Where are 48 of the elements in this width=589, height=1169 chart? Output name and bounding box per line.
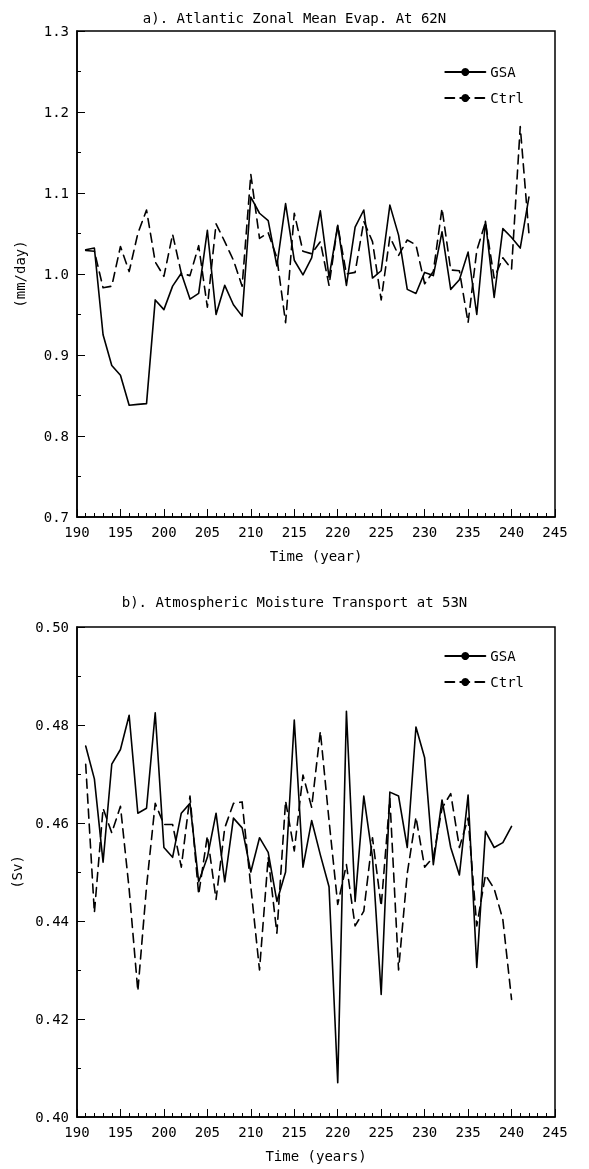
legend-label: GSA [490, 64, 517, 80]
x-tick-label: 240 [498, 1124, 525, 1140]
x-tick-label: 200 [151, 1124, 177, 1140]
y-tick-label: 1.3 [43, 23, 69, 39]
y-axis-title: (Sv) [9, 855, 26, 889]
y-tick-label: 1.0 [43, 266, 69, 282]
x-tick-label: 225 [368, 1124, 394, 1140]
x-axis-title: Time (years) [265, 1148, 367, 1164]
y-tick-label: 0.46 [35, 815, 69, 831]
x-tick-label: 195 [107, 1124, 134, 1140]
x-tick-label: 215 [281, 1124, 307, 1140]
x-tick-label: 205 [194, 1124, 221, 1140]
x-axis-title: Time (year) [269, 548, 363, 564]
y-tick-label: 0.7 [43, 509, 69, 525]
x-tick-label: 220 [325, 524, 351, 540]
x-tick-label: 190 [64, 524, 90, 540]
legend-label: Ctrl [490, 674, 524, 690]
y-tick-label: 0.8 [43, 428, 69, 444]
x-tick-label: 240 [498, 524, 525, 540]
x-tick-label: 220 [325, 1124, 351, 1140]
x-tick-label: 190 [64, 1124, 90, 1140]
y-axis-title: (mm/day) [12, 240, 28, 308]
x-tick-label: 245 [542, 524, 568, 540]
y-tick-label: 0.42 [35, 1011, 69, 1027]
x-tick-label: 235 [455, 524, 481, 540]
x-tick-label: 200 [151, 524, 177, 540]
legend-label: Ctrl [490, 90, 524, 106]
chart-title: b). Atmospheric Moisture Transport at 53N [121, 594, 468, 610]
x-tick-label: 210 [238, 524, 264, 540]
x-tick-label: 195 [107, 524, 134, 540]
x-tick-label: 230 [411, 1124, 438, 1140]
x-tick-label: 215 [281, 524, 307, 540]
legend-label: GSA [490, 648, 517, 664]
x-tick-label: 230 [411, 524, 438, 540]
y-tick-label: 1.1 [43, 185, 69, 201]
y-tick-label: 0.50 [35, 619, 69, 635]
y-tick-label: 0.9 [43, 347, 69, 363]
x-tick-label: 205 [194, 524, 221, 540]
x-tick-label: 225 [368, 524, 394, 540]
x-tick-label: 235 [455, 1124, 481, 1140]
x-tick-label: 245 [542, 1124, 568, 1140]
line-series [84, 710, 513, 1084]
y-tick-label: 0.44 [35, 913, 69, 929]
y-tick-label: 0.48 [35, 717, 69, 733]
chart-title: a). Atlantic Zonal Mean Evap. At 62N [142, 10, 447, 26]
y-tick-label: 1.2 [43, 104, 69, 120]
y-tick-label: 0.40 [35, 1109, 69, 1125]
x-tick-label: 210 [238, 1124, 264, 1140]
